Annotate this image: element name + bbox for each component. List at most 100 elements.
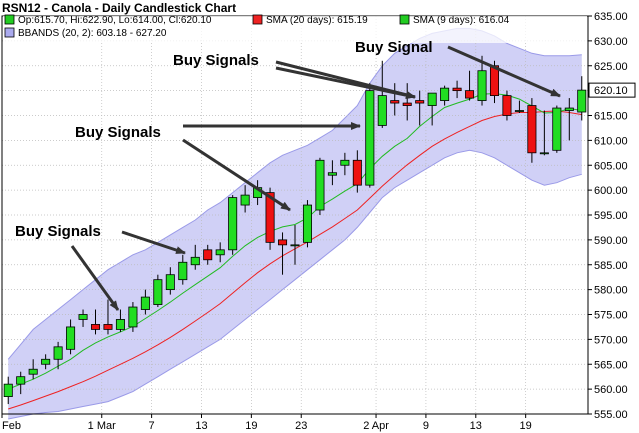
candle [352,150,362,193]
candle-body [28,368,38,375]
legend-swatch [399,14,410,25]
candle [240,185,250,213]
candle [78,309,88,327]
candle [327,160,337,186]
candle [514,100,524,114]
candle-body [577,89,587,113]
candle-body [203,249,213,261]
candle-body [352,159,362,186]
y-tick-label: 590.00 [594,235,628,247]
candle [415,90,425,126]
candle [552,105,562,153]
y-tick-label: 570.00 [594,334,628,346]
candle-body [265,192,275,243]
candle [90,309,101,335]
candle-body [390,100,400,104]
candle [465,70,475,101]
candle [53,341,63,370]
candle [365,83,375,188]
x-tick-label: Feb [2,420,21,432]
annotation-arrow [182,138,291,212]
candle-body [190,256,200,266]
candle-body [16,376,26,385]
y-tick-label: 605.00 [594,160,628,172]
y-tick-label: 560.00 [594,384,628,396]
candle-body [153,279,163,305]
candle-body [178,261,188,281]
candle-body [53,346,63,360]
candle-body [302,204,312,243]
legend-swatch [4,14,15,25]
legend-label: BBANDS (20, 2): 603.18 - 627.20 [18,28,167,39]
candle [440,85,450,106]
candle [278,232,288,275]
plot-area [1,15,589,420]
annotation-arrow [275,66,416,100]
candle-body [452,87,462,92]
candle [115,309,125,332]
candle [103,299,113,335]
annotation-label: Buy Signals [75,124,161,141]
candle [502,90,512,121]
y-axis: 555.00 560.00 565.00 570.00 575.00 580.00 585.… [588,11,636,421]
y-tick-label: 630.00 [594,36,628,48]
candle [564,98,574,141]
y-tick-label: 635.00 [594,11,628,23]
candle [290,224,300,265]
candle-body [402,102,412,106]
candle-body [228,197,238,251]
candle [153,274,163,308]
annotation: Buy Signal [355,39,561,98]
candle-body [465,90,475,99]
candle-body [140,296,150,310]
y-tick-label: 610.00 [594,135,628,147]
candle-body [278,239,288,246]
legend-entry: SMA (9 days): 616.04 [399,14,510,26]
candle-body [477,70,487,101]
x-tick-label: 23 [295,420,307,432]
candle-body [440,87,450,101]
candle-body [41,358,51,365]
annotation-label: Buy Signal [355,39,433,56]
candle [390,83,400,116]
candle-body [377,95,387,126]
candle [377,60,387,128]
candle [66,319,76,355]
candle [577,76,587,121]
candle-body [564,107,574,111]
candle [527,98,537,163]
candle [165,267,175,295]
x-tick-label: 19 [520,420,532,432]
x-tick-label: 13 [470,420,482,432]
x-tick-label: 19 [245,420,257,432]
candle-body [165,274,175,291]
legend-label: SMA (9 days): 616.04 [413,15,510,26]
candle-body [340,159,350,166]
bollinger-lower-line [8,149,582,420]
candle-body [315,159,325,211]
annotation: Buy Signals [75,122,361,212]
candle-body [539,152,549,155]
candle [178,254,188,285]
candle-body [103,324,113,330]
x-tick-label: 2 Apr [363,420,389,432]
legend-swatch [252,14,263,25]
legend: Op:615.70, Hi:622.90, Lo:614.00, Cl:620.… [3,14,587,43]
candle-body [215,249,225,256]
annotation-arrow [447,45,561,98]
bollinger-band-area [8,28,582,420]
candle-body [514,110,524,112]
candle [402,83,412,121]
legend-entry: BBANDS (20, 2): 603.18 - 627.20 [4,27,167,39]
candle [215,242,225,263]
candle [427,92,437,126]
candle [190,244,200,270]
candle [452,80,462,99]
legend-label: SMA (20 days): 615.19 [266,15,368,26]
legend-background [3,16,587,43]
candle-body [415,100,425,104]
annotation-label: Buy Signals [15,223,101,240]
last-price-tag [588,82,636,98]
y-tick-label: 625.00 [594,61,628,73]
